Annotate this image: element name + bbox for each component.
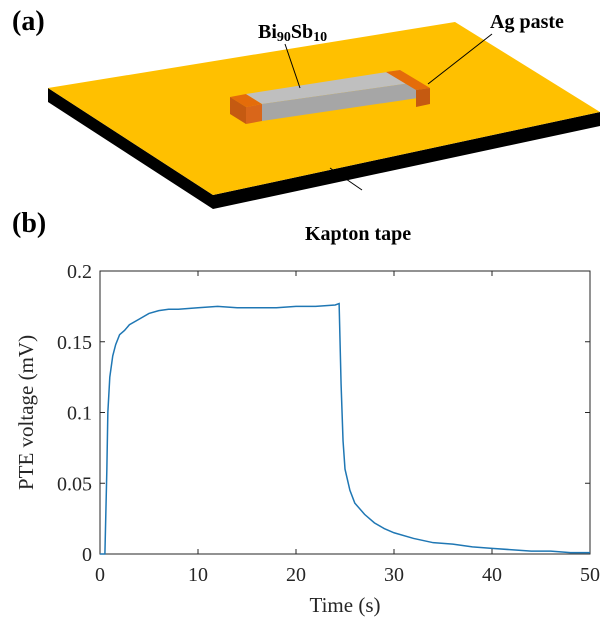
y-tick-label: 0.2 — [67, 261, 92, 283]
y-tick-label: 0.05 — [57, 473, 92, 495]
contact-label: Ag paste — [490, 11, 564, 33]
left-contact-face — [246, 104, 262, 124]
figure: (a) Bi90Sb10 Ag paste Kapton tape (b) 01… — [0, 0, 608, 624]
device-diagram: (a) Bi90Sb10 Ag paste Kapton tape — [12, 6, 600, 245]
plot: 0 10 20 30 40 50 0 0.05 0.1 0.15 0.2 Time (s) PTE vo… — [14, 261, 600, 617]
panel-label: (b) — [12, 208, 46, 239]
y-tick-label: 0 — [82, 544, 92, 566]
label-subscript: 10 — [313, 30, 327, 45]
material-label: Bi90Sb10 — [258, 21, 327, 45]
y-tick-label: 0.1 — [67, 403, 92, 425]
substrate-label: Kapton tape — [305, 223, 411, 245]
x-tick-label: 0 — [95, 564, 105, 586]
x-tick-label: 20 — [286, 564, 306, 586]
panel-label: (a) — [12, 6, 45, 37]
y-axis-label: PTE voltage (mV) — [14, 335, 38, 490]
x-tick-label: 40 — [482, 564, 502, 586]
label-part: Sb — [291, 21, 313, 43]
data-line — [100, 304, 590, 554]
x-tick-label: 30 — [384, 564, 404, 586]
label-part: Bi — [258, 21, 277, 43]
y-tick-label: 0.15 — [57, 332, 92, 354]
x-axis-label: Time (s) — [310, 593, 381, 617]
plot-area — [100, 271, 590, 554]
x-tick-label: 50 — [580, 564, 600, 586]
label-subscript: 90 — [277, 30, 291, 45]
x-tick-label: 10 — [188, 564, 208, 586]
right-contact-front — [416, 88, 430, 107]
